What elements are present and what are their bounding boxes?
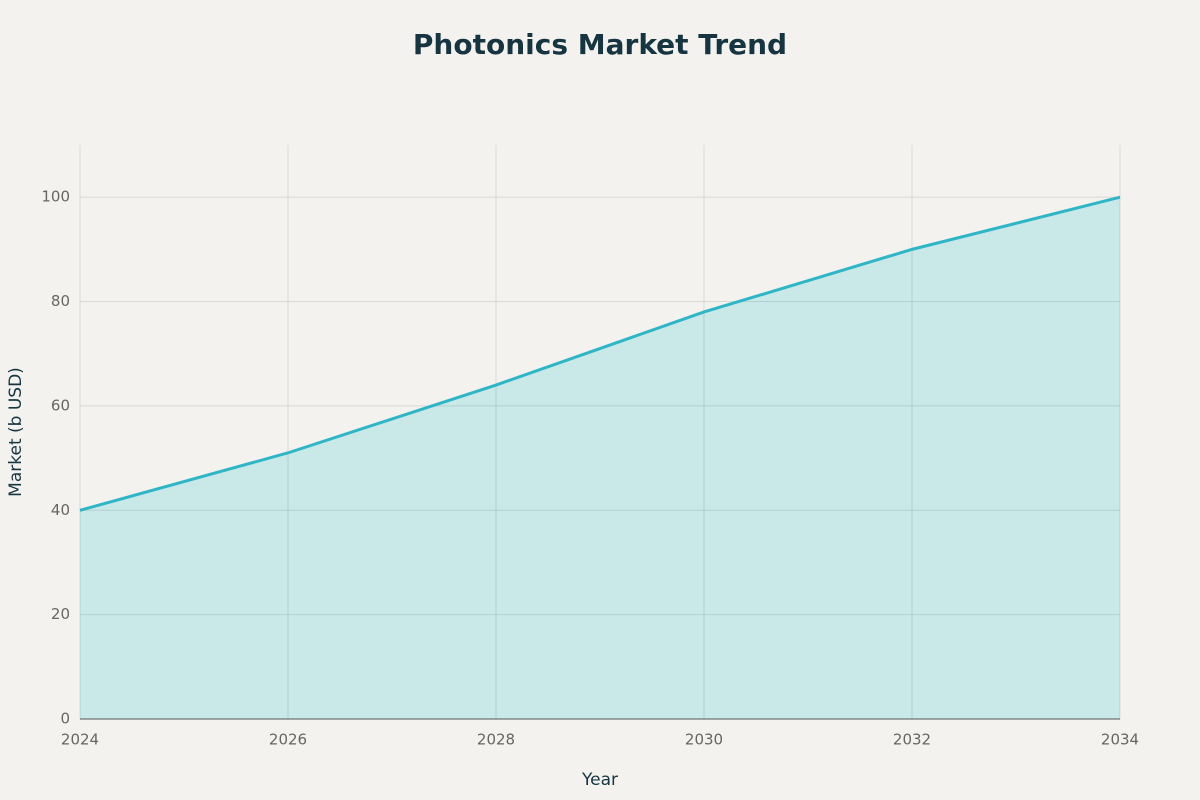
area-fill — [80, 197, 1120, 719]
chart-title: Photonics Market Trend — [413, 28, 787, 61]
y-tick-label: 0 — [60, 710, 70, 728]
x-tick-label: 2024 — [61, 731, 99, 749]
x-tick-label: 2034 — [1101, 731, 1139, 749]
y-tick-label: 60 — [51, 396, 70, 414]
line — [79, 195, 1121, 512]
x-tick-label: 2030 — [685, 731, 723, 749]
x-axis-title: Year — [581, 770, 618, 790]
y-tick-label: 100 — [41, 188, 70, 206]
x-tick-label: 2032 — [893, 731, 931, 749]
x-tick-label: 2028 — [477, 731, 515, 749]
x-tick-label: 2026 — [269, 731, 307, 749]
y-axis-title: Market (b USD) — [6, 367, 26, 497]
y-tick-label: 20 — [51, 605, 70, 623]
y-tick-label: 80 — [51, 292, 70, 310]
y-tick-label: 40 — [51, 501, 70, 519]
